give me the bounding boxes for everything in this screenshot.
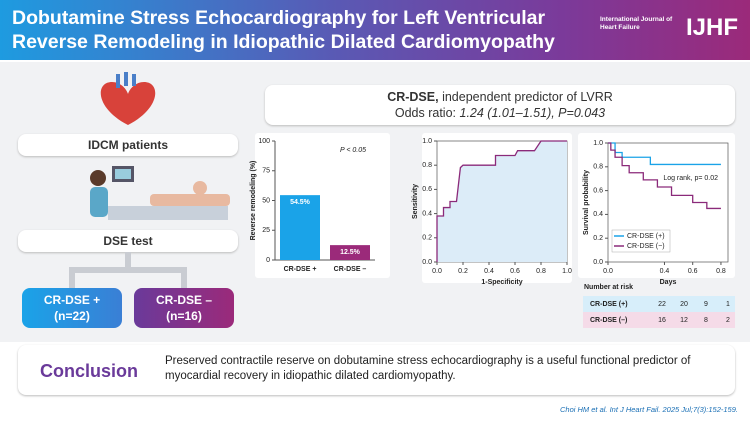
y-tick-label: 0.0 xyxy=(593,259,603,266)
plot-frame xyxy=(607,142,729,263)
x-axis-label: Days xyxy=(660,279,677,286)
y-tick-label: 0.2 xyxy=(422,235,432,242)
y-tick-label: 0.2 xyxy=(593,235,603,242)
value-label: 12.5% xyxy=(340,249,361,256)
line xyxy=(436,140,567,262)
title-line: Dobutamine Stress Echocardiography for L… xyxy=(12,7,546,29)
line xyxy=(608,142,721,166)
roc-area xyxy=(437,141,567,262)
risk-label: CR-DSE (–) xyxy=(590,317,627,324)
group-n: (n=16) xyxy=(166,309,202,323)
risk-row xyxy=(583,296,735,312)
group-box: CR-DSE – (n=16) xyxy=(134,288,234,328)
heart-icon xyxy=(100,72,156,125)
risk-count: 1 xyxy=(726,301,730,308)
value-label: 54.5% xyxy=(290,199,311,206)
chart-panel xyxy=(578,133,735,278)
y-axis-label: Reverse remodeling (%) xyxy=(250,161,257,241)
risk-title: Number at risk xyxy=(584,284,633,291)
risk-count: 12 xyxy=(680,317,688,324)
y-tick-label: 0.8 xyxy=(422,162,432,169)
legend-label: CR-DSE (−) xyxy=(627,243,665,250)
legend-box xyxy=(611,229,671,253)
group-name: CR-DSE – xyxy=(155,293,212,307)
x-tick-label: CR-DSE + xyxy=(284,266,317,273)
citation: Choi HM et al. Int J Heart Fail. 2025 Ju… xyxy=(559,405,738,414)
x-axis-label: 1-Specificity xyxy=(481,279,522,286)
y-tick-label: 0.4 xyxy=(593,211,603,218)
conclusion-text: Preserved contractile reserve on dobutam… xyxy=(165,355,691,382)
y-tick-label: 0.8 xyxy=(593,164,603,171)
conclusion-label: Conclusion xyxy=(40,361,138,381)
annotation: Log rank, p= 0.02 xyxy=(663,175,718,182)
y-tick-label: 0.6 xyxy=(422,186,432,193)
journal-abbr: IJHF xyxy=(686,14,739,41)
y-tick-label: 1.0 xyxy=(593,140,603,147)
y-tick-label: 1.0 xyxy=(422,138,432,145)
risk-count: 22 xyxy=(658,301,666,308)
risk-count: 16 xyxy=(658,317,666,324)
risk-count: 20 xyxy=(680,301,688,308)
summary-box: CR-DSE, independent predictor of LVRR Od… xyxy=(265,85,735,125)
y-tick-label: 100 xyxy=(258,138,270,145)
group-n: (n=22) xyxy=(54,309,90,323)
x-tick-label: 1.0 xyxy=(562,268,572,275)
x-tick-label: 0.2 xyxy=(458,268,468,275)
or-label: Odds ratio: xyxy=(394,106,457,120)
y-tick-label: 0.4 xyxy=(422,210,432,217)
journal-line: Heart Failure xyxy=(600,24,640,31)
risk-count: 8 xyxy=(704,317,708,324)
x-tick-label: 0.0 xyxy=(603,268,613,275)
group-name: CR-DSE + xyxy=(43,293,101,307)
group-box: CR-DSE + (n=22) xyxy=(22,288,122,328)
y-tick-label: 25 xyxy=(262,227,270,234)
x-tick-label: 0.6 xyxy=(688,268,698,275)
patients-box: IDCM patients xyxy=(18,134,238,156)
echo-illustration xyxy=(90,166,230,220)
risk-label: CR-DSE (+) xyxy=(590,301,628,308)
or-value: 1.24 (1.01–1.51), P=0.043 xyxy=(459,106,606,120)
y-axis-label: Sensitivity xyxy=(412,184,419,219)
connectors xyxy=(69,252,187,288)
bar xyxy=(280,195,320,260)
y-tick-label: 0 xyxy=(266,257,270,264)
x-tick-label: 0.4 xyxy=(484,268,494,275)
x-tick-label: 0.8 xyxy=(716,268,726,275)
conclusion-box xyxy=(18,345,735,395)
summary-line: CR-DSE, independent predictor of LVRR xyxy=(265,89,735,105)
summary-text: independent predictor of LVRR xyxy=(442,90,613,104)
risk-row xyxy=(583,312,735,328)
annotation: P < 0.05 xyxy=(340,147,366,154)
risk-count: 2 xyxy=(726,317,730,324)
test-box: DSE test xyxy=(18,230,238,252)
journal-line: International Journal of xyxy=(600,16,673,23)
x-tick-label: CR-DSE – xyxy=(334,266,367,273)
y-tick-label: 0.6 xyxy=(593,187,603,194)
x-tick-label: 0.8 xyxy=(536,268,546,275)
x-tick-label: 0.4 xyxy=(660,268,670,275)
bar xyxy=(330,245,370,260)
x-tick-label: 0.6 xyxy=(510,268,520,275)
line xyxy=(608,142,721,210)
y-axis-label: Survival probability xyxy=(583,170,590,235)
risk-count: 9 xyxy=(704,301,708,308)
y-tick-label: 50 xyxy=(262,197,270,204)
y-tick-label: 75 xyxy=(262,168,270,175)
x-tick-label: 0.0 xyxy=(432,268,442,275)
title-line: Reverse Remodeling in Idiopathic Dilated… xyxy=(12,31,555,53)
header xyxy=(0,0,750,60)
y-tick-label: 0.0 xyxy=(422,259,432,266)
legend-label: CR-DSE (+) xyxy=(627,233,665,240)
journal-name: International Journal of Heart Failure xyxy=(600,16,672,32)
summary-bold: CR-DSE, xyxy=(387,90,439,104)
summary-line: Odds ratio: 1.24 (1.01–1.51), P=0.043 xyxy=(265,105,735,121)
